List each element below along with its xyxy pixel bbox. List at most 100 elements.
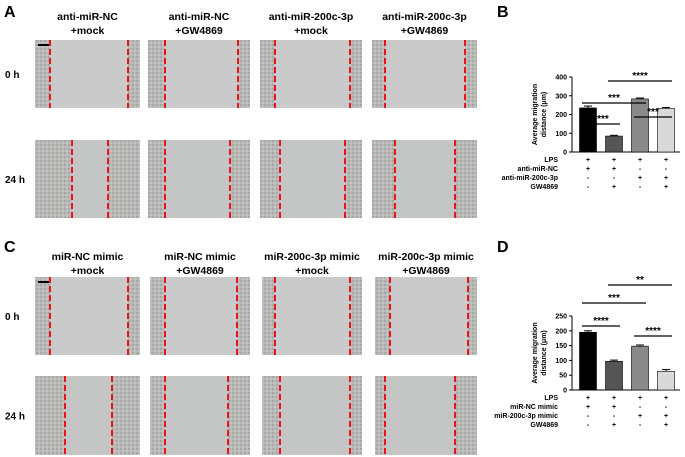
condition-sign: +	[664, 184, 668, 191]
bar	[579, 331, 597, 391]
y-tick-label: 300	[555, 93, 567, 100]
condition-sign: +	[664, 422, 668, 429]
scratch-gap	[165, 40, 238, 108]
scratch-gap	[65, 376, 112, 455]
condition-sign: +	[612, 404, 616, 411]
condition-sign: -	[665, 404, 668, 411]
y-tick-label: 100	[555, 131, 567, 138]
scratch-gap	[50, 40, 128, 108]
significance-label: ***	[647, 107, 659, 118]
panel-label: A	[4, 4, 16, 21]
condition-label: LPS	[544, 395, 558, 402]
significance-label: ***	[608, 93, 620, 104]
y-axis-label: Average migration	[532, 84, 539, 145]
condition-label: GW4869	[530, 184, 558, 191]
condition-sign: +	[664, 157, 668, 164]
condition-label: miR-200c-3p mimic	[494, 413, 558, 420]
condition-sign: +	[638, 413, 642, 420]
bar	[631, 98, 649, 153]
bar	[657, 108, 675, 153]
column-title: miR-200c-3p mimic	[378, 251, 474, 263]
y-axis-label: distance (μm)	[541, 330, 548, 376]
significance-label: ****	[632, 71, 648, 82]
significance-label: ****	[593, 316, 609, 327]
condition-sign: +	[586, 157, 590, 164]
bar	[605, 360, 623, 391]
condition-label: miR-NC mimic	[510, 404, 558, 411]
column-title: anti-miR-200c-3p	[382, 11, 467, 23]
column-title: miR-NC mimic	[164, 251, 236, 263]
y-tick-label: 0	[563, 388, 567, 395]
scratch-gap	[280, 140, 345, 218]
column-title: +GW4869	[176, 265, 224, 277]
condition-sign: +	[638, 157, 642, 164]
condition-sign: +	[586, 166, 590, 173]
bar	[605, 135, 623, 153]
significance-label: ***	[608, 293, 620, 304]
row-label: 24 h	[5, 175, 25, 186]
condition-sign: -	[587, 413, 590, 420]
condition-sign: +	[638, 175, 642, 182]
significance-label: ****	[593, 114, 609, 125]
scratch-gap	[165, 140, 230, 218]
column-title: +mock	[71, 265, 105, 277]
condition-sign: +	[664, 413, 668, 420]
y-axis-label: Average migration	[532, 322, 539, 383]
y-tick-label: 400	[555, 75, 567, 82]
bar	[657, 371, 675, 391]
condition-sign: +	[664, 175, 668, 182]
condition-sign: -	[613, 413, 616, 420]
condition-sign: +	[612, 157, 616, 164]
condition-sign: -	[639, 404, 642, 411]
row-label: 0 h	[5, 70, 19, 81]
scratch-gap	[275, 277, 350, 355]
panel-label: B	[497, 4, 509, 21]
panel-label: D	[497, 239, 509, 256]
column-title: +GW4869	[402, 265, 450, 277]
scratch-gap	[390, 277, 468, 355]
scratch-gap	[50, 277, 128, 355]
y-tick-label: 250	[555, 314, 567, 321]
condition-sign: -	[587, 422, 590, 429]
column-title: anti-miR-NC	[57, 11, 118, 23]
condition-sign: +	[638, 395, 642, 402]
row-label: 0 h	[5, 312, 19, 323]
significance-label: **	[636, 275, 644, 286]
y-tick-label: 0	[563, 150, 567, 157]
scratch-gap	[165, 277, 237, 355]
column-title: +mock	[294, 25, 328, 37]
condition-sign: -	[665, 166, 668, 173]
scratch-gap	[72, 140, 108, 218]
condition-sign: -	[613, 175, 616, 182]
column-title: +mock	[295, 265, 329, 277]
column-title: miR-200c-3p mimic	[264, 251, 360, 263]
scratch-gap	[385, 40, 465, 108]
bar	[631, 345, 649, 391]
condition-sign: -	[639, 422, 642, 429]
y-tick-label: 100	[555, 358, 567, 365]
scratch-gap	[395, 140, 455, 218]
row-label: 24 h	[5, 412, 25, 423]
condition-sign: -	[587, 184, 590, 191]
condition-sign: +	[612, 395, 616, 402]
column-title: +GW4869	[401, 25, 449, 37]
condition-sign: +	[586, 395, 590, 402]
condition-sign: -	[639, 166, 642, 173]
y-tick-label: 150	[555, 343, 567, 350]
condition-sign: +	[664, 395, 668, 402]
condition-label: anti-miR-200c-3p	[502, 175, 558, 182]
scratch-gap	[165, 376, 228, 455]
significance-label: ****	[645, 326, 661, 337]
condition-sign: -	[587, 175, 590, 182]
scratch-gap	[275, 40, 350, 108]
y-tick-label: 50	[559, 373, 567, 380]
condition-sign: +	[612, 184, 616, 191]
panel-label: C	[4, 239, 16, 256]
column-title: miR-NC mimic	[52, 251, 124, 263]
column-title: +GW4869	[175, 25, 223, 37]
condition-sign: +	[612, 422, 616, 429]
condition-sign: -	[639, 184, 642, 191]
y-tick-label: 200	[555, 112, 567, 119]
column-title: anti-miR-NC	[169, 11, 230, 23]
